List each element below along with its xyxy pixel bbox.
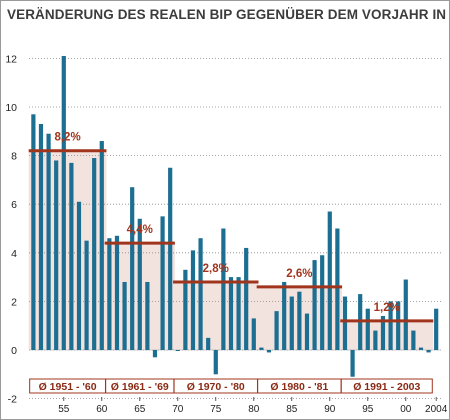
x-tick-label-85: 85 xyxy=(286,404,298,415)
bar-1981 xyxy=(259,347,264,350)
bar-1959 xyxy=(92,158,97,350)
bar-2001 xyxy=(411,330,416,350)
bar-1990 xyxy=(327,211,332,350)
x-tick-label-95: 95 xyxy=(362,404,374,415)
axis-labels-layer: -2 0 2 4 6 8 10 12 55 60 65 70 75 80 85 90 95 00 2004 xyxy=(5,53,447,415)
bar-1955 xyxy=(61,55,66,350)
x-tick-label-2004: 2004 xyxy=(425,404,448,415)
x-tick-label-00: 00 xyxy=(400,404,412,415)
bar-1984 xyxy=(282,281,287,350)
bar-1954 xyxy=(54,160,59,350)
bar-1980 xyxy=(251,318,256,350)
bar-1957 xyxy=(76,201,82,350)
bar-1996 xyxy=(373,330,378,350)
bar-1987 xyxy=(304,313,310,350)
bar-1962 xyxy=(114,235,120,350)
bar-2000 xyxy=(403,279,408,350)
period-label-5: Ø 1991 - 2003 xyxy=(353,381,420,393)
period-label-4: Ø 1980 - '81 xyxy=(270,381,328,393)
y-tick-label--2: -2 xyxy=(8,394,17,406)
bar-1967 xyxy=(152,350,158,358)
bar-1976 xyxy=(221,228,226,350)
bar-1989 xyxy=(320,255,325,350)
x-tick-label-75: 75 xyxy=(210,404,222,415)
average-label-2: 4,4% xyxy=(127,224,153,236)
bar-1956 xyxy=(69,162,74,350)
bar-1970 xyxy=(175,350,180,351)
bar-1951 xyxy=(31,114,36,350)
period-label-3: Ø 1970 - '80 xyxy=(187,381,245,393)
y-tick-label-2: 2 xyxy=(11,296,17,308)
period-label-box-5 xyxy=(340,378,433,394)
y-tick-label-12: 12 xyxy=(5,53,17,65)
bar-1992 xyxy=(342,296,348,350)
bar-1973 xyxy=(198,238,203,350)
bar-2004 xyxy=(434,308,439,350)
bar-1979 xyxy=(244,247,249,350)
x-tick-label-65: 65 xyxy=(134,404,146,415)
period-label-2: Ø 1961 - '69 xyxy=(111,381,169,393)
bar-1999 xyxy=(396,301,401,350)
bar-1978 xyxy=(236,277,241,350)
average-label-1: 8,2% xyxy=(54,132,80,144)
bar-1964 xyxy=(130,187,135,350)
bar-1982 xyxy=(266,350,272,353)
bar-1986 xyxy=(297,291,302,350)
y-tick-label-8: 8 xyxy=(11,151,17,163)
bar-1963 xyxy=(122,281,127,350)
bar-1968 xyxy=(160,216,165,350)
bar-1975 xyxy=(213,350,218,375)
bar-1998 xyxy=(388,301,393,350)
bar-1974 xyxy=(206,337,211,350)
y-tick-label-10: 10 xyxy=(5,102,17,114)
bar-2002 xyxy=(418,347,424,350)
x-tick-label-60: 60 xyxy=(96,404,108,415)
average-lines-layer: 8,2% 4,4% 2,8% 2,6% 1,2% xyxy=(28,132,434,323)
bar-1972 xyxy=(190,250,196,350)
bar-2003 xyxy=(426,350,431,353)
bar-1993 xyxy=(350,350,355,377)
y-tick-label-6: 6 xyxy=(11,199,17,211)
bar-1969 xyxy=(168,167,173,350)
x-tick-label-70: 70 xyxy=(172,404,184,415)
bars-layer xyxy=(31,55,439,377)
bar-1961 xyxy=(107,238,112,350)
bar-1995 xyxy=(365,308,370,350)
period-label-1: Ø 1951 - '60 xyxy=(39,381,97,393)
average-label-5: 1,2% xyxy=(374,302,400,314)
bar-1960 xyxy=(99,141,104,350)
period-labels-layer: Ø 1951 - '60 Ø 1961 - '69 Ø 1970 - '80 Ø 19… xyxy=(29,378,433,394)
bar-1991 xyxy=(335,228,340,350)
bar-1965 xyxy=(137,218,142,350)
bar-1985 xyxy=(289,296,294,350)
average-label-3: 2,8% xyxy=(203,263,229,275)
average-label-4: 2,6% xyxy=(286,268,312,280)
y-tick-label-4: 4 xyxy=(11,248,17,260)
bar-1997 xyxy=(380,315,386,350)
bar-1966 xyxy=(145,281,150,350)
x-tick-label-55: 55 xyxy=(58,404,70,415)
x-tick-label-80: 80 xyxy=(248,404,260,415)
bar-1952 xyxy=(38,124,44,350)
period-shade-5 xyxy=(340,320,434,350)
bar-1983 xyxy=(274,311,279,350)
bar-1971 xyxy=(183,269,188,350)
x-tick-label-90: 90 xyxy=(324,404,336,415)
bar-1953 xyxy=(46,133,51,350)
bar-1958 xyxy=(84,240,89,350)
bar-1988 xyxy=(312,260,317,350)
y-tick-label-0: 0 xyxy=(11,345,17,357)
chart-title: VERÄNDERUNG DES REALEN BIP GEGENÜBER DEM… xyxy=(7,7,450,22)
bar-1977 xyxy=(228,277,234,350)
gridlines-layer xyxy=(29,58,441,400)
